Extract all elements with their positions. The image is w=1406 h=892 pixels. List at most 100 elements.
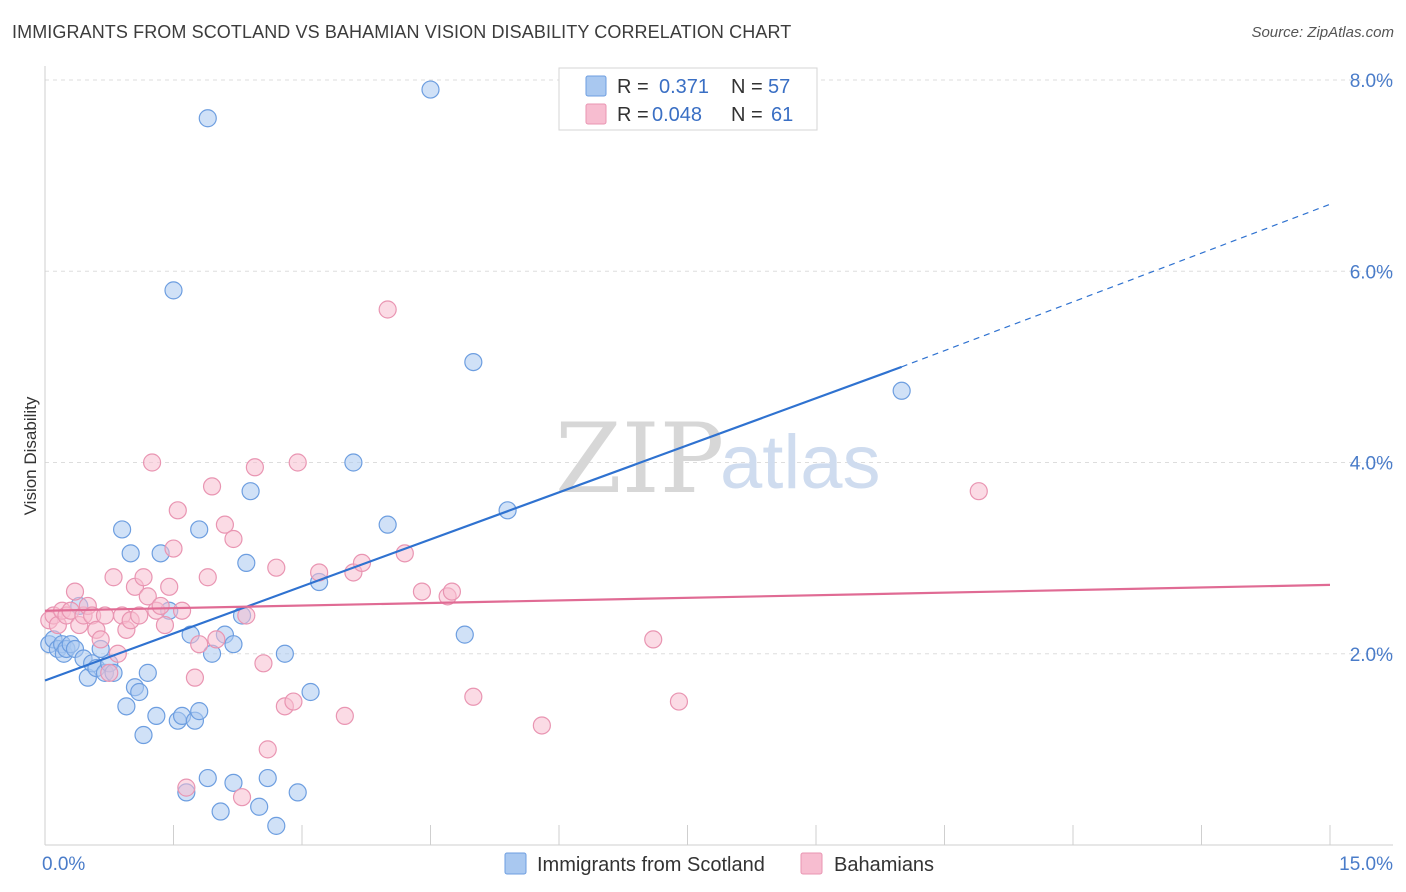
scotland-point-50	[301, 682, 320, 702]
data-points	[40, 80, 988, 835]
scotland-point-27	[164, 281, 183, 300]
bahamas-point-42	[245, 458, 264, 477]
scotland-point-47	[267, 816, 286, 835]
scotland-point-32	[190, 702, 209, 721]
bahamas-point-28	[160, 577, 179, 596]
legend-n-value-bahamas: 61	[771, 104, 793, 126]
scotland-point-58	[892, 381, 911, 400]
trend-lines	[44, 203, 1331, 682]
chart-title: IMMIGRANTS FROM SCOTLAND VS BAHAMIAN VIS…	[12, 22, 792, 42]
scotland-point-45	[250, 797, 269, 816]
y-tick-label-2: 6.0%	[1350, 262, 1393, 283]
bahamas-point-14	[100, 663, 119, 682]
bahamas-point-62	[969, 482, 988, 501]
legend-r-label-scotland: R =	[617, 76, 649, 98]
scotland-point-40	[224, 773, 243, 792]
bahamas-point-33	[185, 668, 205, 687]
scotland-point-23	[138, 663, 157, 682]
series-swatch-scotland	[504, 852, 527, 875]
bahamas-point-36	[202, 477, 222, 496]
bahamas-point-48	[288, 453, 307, 472]
bahamas-point-21	[130, 606, 149, 625]
bahamas-point-37	[207, 630, 226, 649]
scotland-point-38	[211, 802, 230, 821]
bahamas-point-57	[442, 582, 462, 601]
bahamas-point-44	[258, 740, 277, 759]
scotland-point-44	[241, 482, 260, 501]
bahamas-point-50	[335, 706, 354, 726]
y-tick-label-1: 4.0%	[1350, 454, 1393, 475]
watermark-atlas: atlas	[720, 420, 881, 505]
bahamas-point-43	[254, 654, 273, 673]
scotland-point-21	[130, 682, 149, 702]
scotland-point-48	[275, 644, 294, 663]
scotland-point-34	[190, 520, 209, 539]
y-axis-label: Vision Disability	[21, 396, 40, 515]
scotland-trend-line	[44, 365, 903, 682]
legend-r-label-bahamas: R =	[617, 104, 649, 126]
bahamas-point-12	[91, 630, 110, 649]
bahamas-point-55	[412, 582, 432, 601]
scotland-point-49	[288, 783, 307, 802]
bahamas-point-27	[155, 615, 175, 635]
bahamas-point-45	[267, 558, 286, 577]
bahamas-point-15	[104, 568, 123, 587]
scotland-point-36	[198, 109, 217, 128]
legend-n-value-scotland: 57	[768, 76, 790, 98]
scotland-point-35	[198, 768, 217, 788]
source-label: Source: ZipAtlas.com	[1251, 24, 1394, 41]
bahamas-point-29	[164, 539, 183, 558]
axes	[44, 66, 1393, 846]
legend-n-label-scotland: N =	[731, 76, 763, 98]
bahamas-point-40	[232, 788, 252, 807]
scotland-point-55	[455, 625, 474, 644]
scotland-point-56	[464, 352, 483, 372]
legend-r-value-scotland: 0.371	[659, 76, 709, 98]
bahamas-point-32	[177, 778, 196, 797]
scotland-point-43	[237, 553, 256, 573]
scotland-point-54	[421, 80, 440, 99]
correlation-legend: R = 0.371 N = 57 R = 0.048 N = 61	[558, 67, 818, 131]
bahamas-point-26	[151, 596, 170, 616]
watermark: ZIP atlas	[555, 403, 881, 515]
scotland-point-19	[121, 544, 140, 563]
scotland-point-53	[378, 515, 397, 534]
x-tick-label-0: 0.0%	[42, 854, 85, 875]
scotland-trend-extension	[901, 203, 1331, 368]
bahamas-point-47	[284, 692, 303, 711]
scotland-point-22	[134, 725, 153, 745]
bahamas-point-31	[172, 601, 192, 620]
bahamas-point-54	[395, 544, 414, 563]
series-label-bahamas: Bahamians	[834, 854, 934, 876]
series-label-scotland: Immigrants from Scotland	[537, 854, 765, 876]
bahamas-point-34	[190, 635, 209, 654]
legend-swatch-bahamas	[585, 103, 607, 125]
bahamas-point-59	[532, 716, 551, 735]
bahamas-point-6	[65, 582, 85, 601]
bahamas-point-39	[224, 529, 243, 549]
watermark-zip: ZIP	[555, 403, 724, 515]
scotland-point-18	[117, 697, 136, 716]
series-swatch-bahamas	[800, 852, 823, 875]
bahamas-point-30	[168, 501, 187, 520]
y-tick-label-3: 8.0%	[1350, 71, 1393, 92]
legend-r-value-bahamas: 0.048	[652, 104, 702, 126]
y-tick-label-0: 2.0%	[1350, 645, 1393, 666]
scotland-point-24	[147, 706, 166, 726]
legend-n-label-bahamas: N =	[731, 104, 763, 126]
bahamas-point-23	[138, 587, 157, 606]
legend-swatch-scotland	[585, 75, 607, 97]
x-tick-label-1: 15.0%	[1339, 854, 1393, 875]
bahamas-point-38	[215, 515, 234, 534]
bahamas-point-24	[142, 453, 162, 472]
bahamas-point-60	[644, 630, 663, 649]
bahamas-point-35	[198, 568, 217, 587]
scotland-point-46	[258, 768, 277, 788]
grid-lines	[45, 79, 1393, 655]
bahamas-point-53	[378, 300, 397, 319]
series-legend: Immigrants from Scotland Bahamians	[504, 852, 934, 876]
scotland-point-17	[112, 520, 132, 539]
bahamas-point-58	[464, 687, 483, 706]
bahamas-trend-line	[44, 583, 1331, 612]
